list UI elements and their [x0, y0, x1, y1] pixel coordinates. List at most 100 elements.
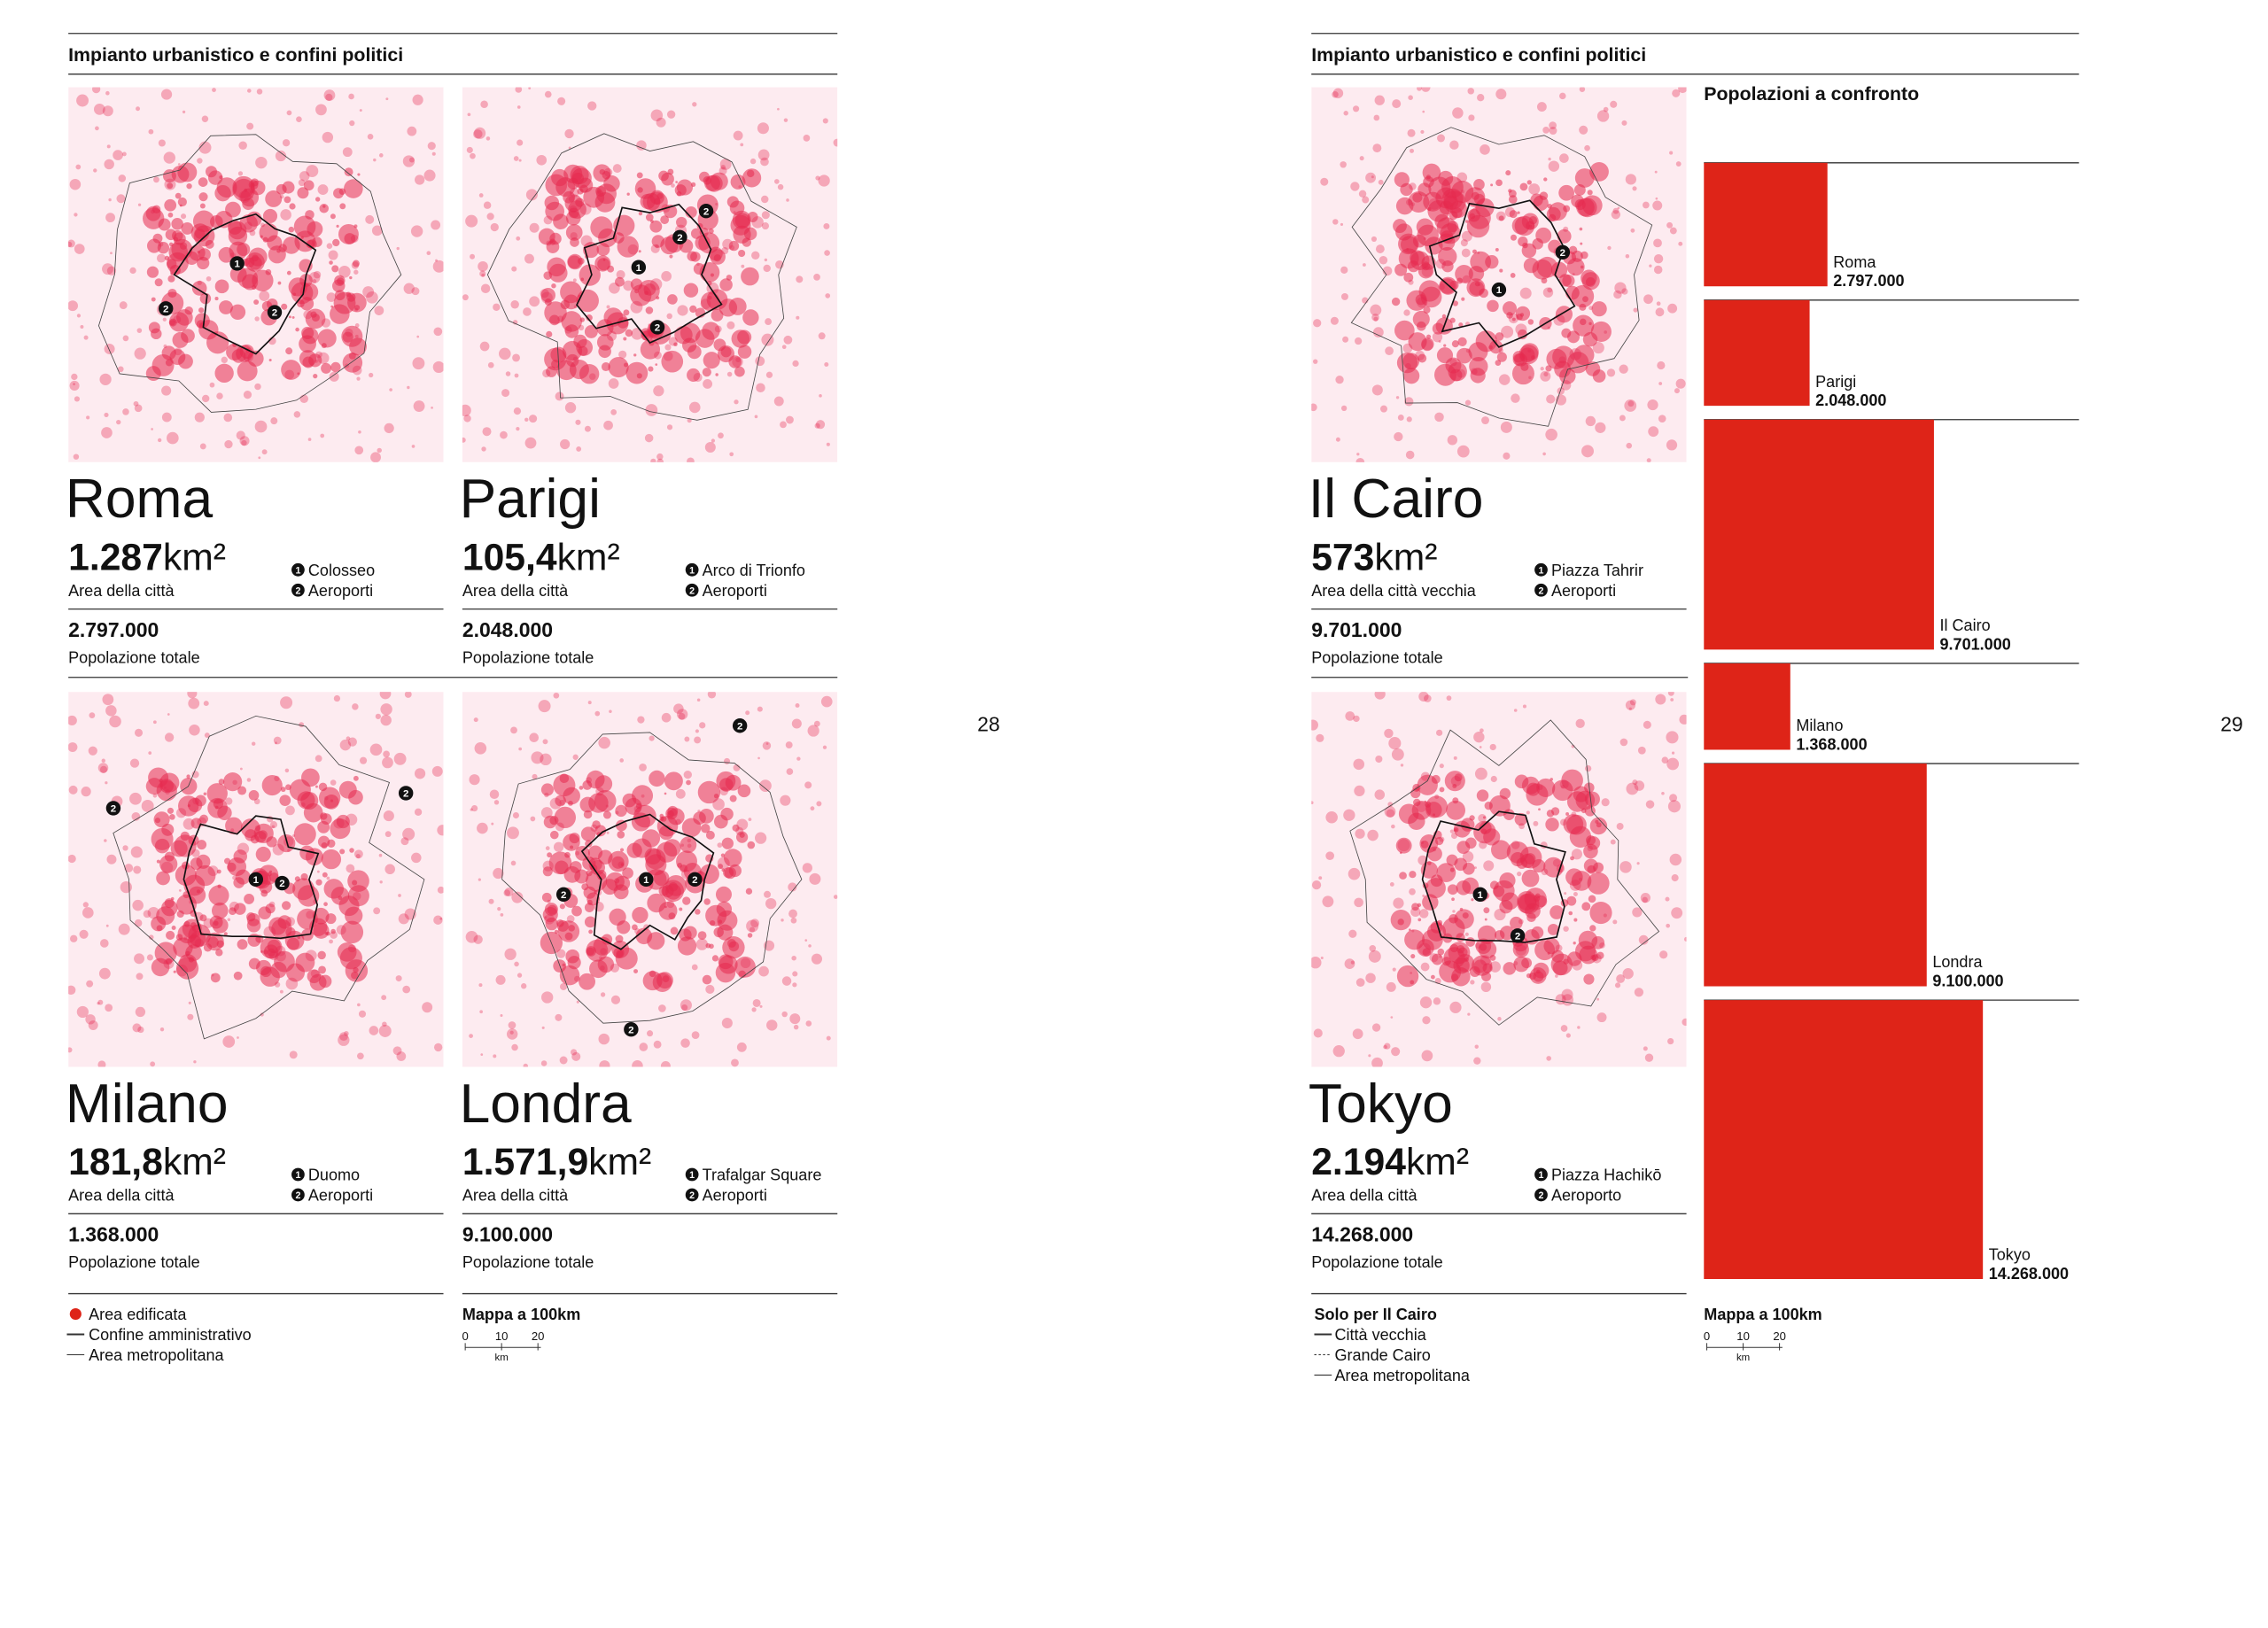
built-area	[168, 318, 177, 327]
built-area	[1473, 731, 1485, 743]
built-area	[1467, 1012, 1471, 1016]
built-area	[1441, 188, 1464, 210]
built-area	[433, 327, 443, 337]
built-area	[510, 300, 519, 309]
built-area	[336, 925, 346, 935]
built-area	[1555, 974, 1558, 978]
built-area	[1661, 791, 1665, 795]
built-area	[559, 903, 565, 910]
built-area	[1599, 942, 1605, 949]
area-unit: km²	[163, 1141, 226, 1183]
built-area	[206, 331, 229, 354]
built-area	[742, 309, 759, 326]
built-area	[134, 953, 145, 965]
built-area	[645, 404, 658, 416]
built-area	[676, 850, 697, 872]
built-area	[223, 932, 228, 936]
built-area	[152, 720, 157, 725]
built-area	[632, 906, 649, 924]
built-area	[241, 439, 247, 446]
built-area	[332, 238, 340, 247]
built-area	[359, 756, 368, 764]
built-area	[649, 220, 663, 233]
built-area	[287, 849, 291, 852]
built-area	[1393, 897, 1404, 909]
built-area	[729, 795, 737, 802]
built-area	[1589, 901, 1612, 925]
landmark-label: Aeroporti	[703, 582, 767, 600]
built-area	[623, 309, 630, 316]
built-area	[722, 935, 745, 959]
built-area	[1584, 144, 1590, 151]
built-area	[177, 197, 187, 207]
built-area	[299, 259, 313, 273]
built-area	[1453, 826, 1459, 833]
built-area	[199, 443, 206, 450]
built-area	[505, 371, 511, 376]
built-area	[274, 775, 280, 782]
built-area	[675, 788, 686, 799]
built-area	[693, 373, 703, 383]
built-area	[223, 772, 243, 792]
built-area	[555, 391, 564, 401]
built-area	[158, 139, 166, 147]
built-area	[407, 385, 410, 390]
built-area	[1634, 988, 1644, 997]
built-area	[431, 220, 441, 230]
built-area	[1519, 347, 1535, 363]
built-area	[808, 944, 812, 948]
built-area	[330, 779, 337, 786]
built-area	[1515, 323, 1527, 336]
built-area	[186, 774, 190, 779]
built-area	[1371, 236, 1378, 242]
built-area	[656, 193, 664, 199]
metro-boundary	[486, 133, 797, 421]
built-area	[242, 274, 259, 291]
built-area	[175, 808, 187, 818]
built-area	[411, 852, 422, 864]
built-area	[1386, 809, 1395, 818]
built-area	[702, 322, 720, 340]
built-area	[570, 237, 579, 247]
built-area	[1563, 205, 1571, 213]
built-area	[1579, 303, 1587, 311]
built-area	[163, 344, 167, 348]
built-area	[1411, 903, 1419, 911]
built-area	[1335, 376, 1344, 384]
built-area	[759, 1004, 763, 1008]
built-area	[1455, 264, 1473, 283]
area-value: 1.287	[68, 536, 163, 578]
built-area	[1490, 183, 1494, 187]
built-area	[1428, 198, 1441, 210]
built-area	[1568, 911, 1573, 916]
built-area	[384, 864, 395, 875]
built-area	[70, 934, 78, 942]
built-area	[818, 174, 830, 187]
built-area	[162, 317, 167, 322]
built-area	[1559, 779, 1569, 789]
built-area	[179, 242, 188, 250]
built-area	[740, 957, 751, 969]
built-area	[1666, 731, 1679, 744]
built-area	[765, 371, 773, 378]
population: 2.048.000	[462, 618, 553, 641]
built-area	[250, 190, 253, 194]
built-area	[1590, 321, 1612, 343]
built-area	[268, 901, 276, 908]
built-area	[1683, 936, 1687, 942]
built-area	[352, 703, 359, 710]
built-area	[347, 737, 357, 747]
built-area	[1545, 818, 1559, 832]
built-area	[648, 323, 651, 327]
built-area	[1611, 210, 1621, 220]
built-area	[333, 291, 356, 314]
built-area	[510, 860, 517, 866]
built-area	[83, 335, 89, 340]
built-area	[560, 982, 568, 990]
built-area	[1434, 794, 1440, 800]
built-area	[191, 771, 199, 779]
page-number: 29	[2220, 712, 2243, 735]
built-area	[1340, 161, 1347, 168]
built-area	[486, 213, 494, 221]
built-area	[345, 959, 369, 982]
